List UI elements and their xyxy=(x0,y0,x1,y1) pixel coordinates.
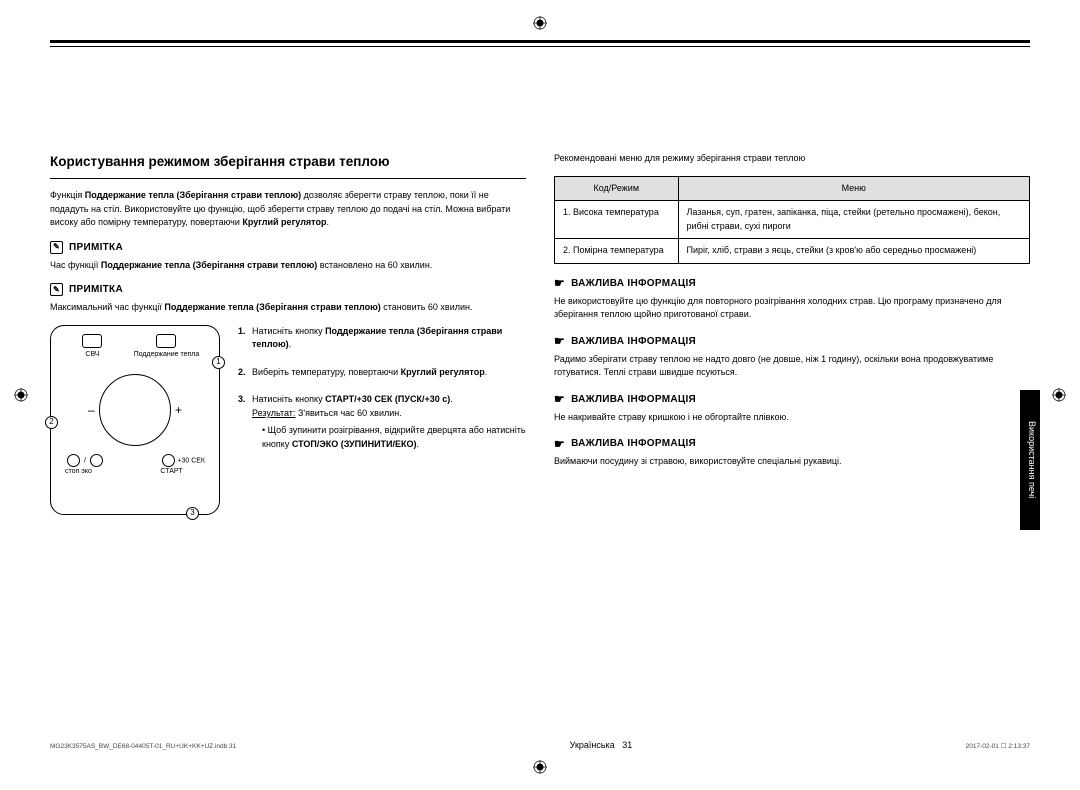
step-list: 1. Натисніть кнопку Поддержание тепла (З… xyxy=(238,325,526,515)
th-code: Код/Режим xyxy=(555,176,679,201)
note-icon: ✎ xyxy=(50,283,63,296)
dial-icon xyxy=(99,374,171,446)
menu-table: Код/Режим Меню 1. Висока температура Лаз… xyxy=(554,176,1030,264)
page-footer: MG23K3575AS_BW_DE68-04405T-01_RU+UK+KK+U… xyxy=(50,730,1030,750)
footer-date: 2017-02-01 ☐ 2:13:37 xyxy=(966,742,1030,750)
hand-icon: ☛ xyxy=(554,438,565,450)
note-icon: ✎ xyxy=(50,241,63,254)
info-heading-3: ☛ ВАЖЛИВА ІНФОРМАЦІЯ xyxy=(554,392,1030,407)
step-2: 2. Виберіть температуру, повертаючи Круг… xyxy=(238,366,526,380)
info-1: Не використовуйте цю функцію для повторн… xyxy=(554,295,1030,322)
panel-and-steps: СВЧ Поддержание тепла / стоп эко +30 СЕК… xyxy=(50,325,526,515)
note-2-text: Максимальний час функції Поддержание теп… xyxy=(50,301,526,315)
left-column: Користування режимом зберігання страви т… xyxy=(50,72,526,720)
note-1-text: Час функції Поддержание тепла (Зберіганн… xyxy=(50,259,526,273)
step-1: 1. Натисніть кнопку Поддержание тепла (З… xyxy=(238,325,526,352)
content-columns: Користування режимом зберігання страви т… xyxy=(50,72,1030,720)
info-heading-2: ☛ ВАЖЛИВА ІНФОРМАЦІЯ xyxy=(554,334,1030,349)
note-heading-2: ✎ ПРИМІТКА xyxy=(50,282,526,297)
callout-1: 1 xyxy=(212,356,225,369)
info-4: Виймаючи посудину зі стравою, використов… xyxy=(554,455,1030,469)
table-intro: Рекомендовані меню для режиму зберігання… xyxy=(554,152,1030,166)
th-menu: Меню xyxy=(678,176,1030,201)
section-title: Користування режимом зберігання страви т… xyxy=(50,152,526,172)
intro-paragraph: Функція Поддержание тепла (Зберігання ст… xyxy=(50,189,526,230)
callout-3: 3 xyxy=(186,507,199,520)
reg-mark-right xyxy=(1052,388,1066,402)
table-row: 2. Помірна температура Пиріг, хліб, стра… xyxy=(555,239,1030,264)
table-row: 1. Висока температура Лазанья, суп, грат… xyxy=(555,201,1030,239)
callout-2: 2 xyxy=(45,416,58,429)
step-3: 3. Натисніть кнопку СТАРТ/+30 СЕК (ПУСК/… xyxy=(238,393,526,451)
side-tab: Використання печі xyxy=(1020,390,1040,530)
control-panel-diagram: СВЧ Поддержание тепла / стоп эко +30 СЕК… xyxy=(50,325,220,515)
hand-icon: ☛ xyxy=(554,393,565,405)
footer-file: MG23K3575AS_BW_DE68-04405T-01_RU+UK+KK+U… xyxy=(50,743,236,750)
hand-icon: ☛ xyxy=(554,277,565,289)
info-3: Не накривайте страву кришкою і не обгорт… xyxy=(554,411,1030,425)
reg-mark-top xyxy=(533,16,547,30)
reg-mark-left xyxy=(14,388,28,402)
step-3-sub: Щоб зупинити розігрівання, відкрийте две… xyxy=(252,424,526,451)
reg-mark-bottom xyxy=(533,760,547,774)
hand-icon: ☛ xyxy=(554,335,565,347)
info-heading-1: ☛ ВАЖЛИВА ІНФОРМАЦІЯ xyxy=(554,276,1030,291)
info-2: Радимо зберігати страву теплою не надто … xyxy=(554,353,1030,380)
info-heading-4: ☛ ВАЖЛИВА ІНФОРМАЦІЯ xyxy=(554,436,1030,451)
right-column: Рекомендовані меню для режиму зберігання… xyxy=(554,72,1030,720)
note-heading-1: ✎ ПРИМІТКА xyxy=(50,240,526,255)
page-lang: Українська xyxy=(570,740,615,750)
page-number: 31 xyxy=(622,740,632,750)
